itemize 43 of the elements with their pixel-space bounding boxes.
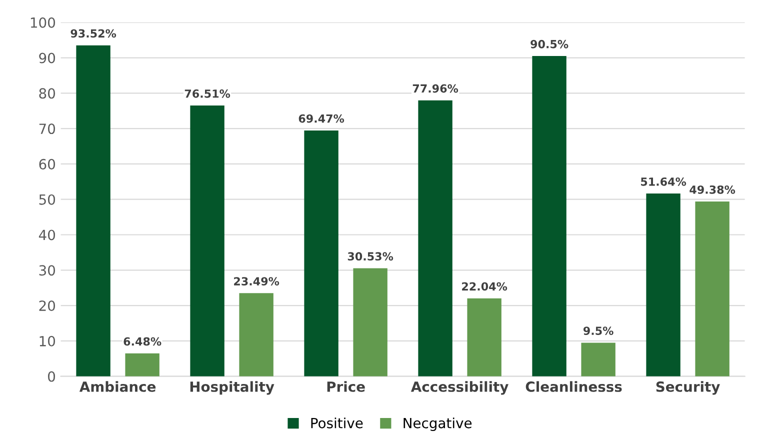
bar xyxy=(467,298,502,376)
y-tick-label: 50 xyxy=(39,194,56,205)
data-label: 49.38% xyxy=(690,185,736,194)
x-tick-label: Ambiance xyxy=(79,381,156,392)
x-tick-label: Price xyxy=(327,381,365,392)
data-label: 51.64% xyxy=(641,177,686,186)
y-tick-label: 30 xyxy=(39,265,56,276)
y-tick-label: 20 xyxy=(39,300,56,312)
bar xyxy=(190,106,224,376)
data-label: 22.04% xyxy=(462,282,508,291)
y-tick-label: 70 xyxy=(39,124,56,134)
y-tick-label: 100 xyxy=(30,17,56,28)
bar xyxy=(581,342,616,376)
data-label: 77.96% xyxy=(412,84,458,93)
data-label: 90.5% xyxy=(530,40,568,48)
bar xyxy=(76,45,110,376)
bar xyxy=(695,202,730,376)
data-label: 76.51% xyxy=(184,89,230,98)
data-label: 30.53% xyxy=(348,252,394,261)
y-tick-label: 40 xyxy=(38,230,56,240)
bar xyxy=(418,100,452,376)
data-label: 9.5% xyxy=(583,326,614,335)
y-tick-label: 80 xyxy=(39,88,56,99)
data-label: 93.52% xyxy=(70,29,116,38)
bar xyxy=(353,268,388,376)
bar xyxy=(304,130,338,376)
y-tick-label: 10 xyxy=(40,336,56,346)
x-tick-label: Security xyxy=(656,381,720,395)
y-tick-label: 0 xyxy=(48,371,56,382)
y-tick-label: 60 xyxy=(39,158,56,170)
data-label: 69.47% xyxy=(298,114,344,123)
x-tick-label: Cleanlinesss xyxy=(526,381,622,392)
bar xyxy=(532,56,566,376)
bar xyxy=(646,194,680,376)
legend-label: Necgative xyxy=(404,418,472,432)
x-tick-label: Accessibility xyxy=(410,381,508,395)
x-tick-label: Hospitality xyxy=(190,381,274,395)
bar xyxy=(125,353,160,376)
y-tick-label: 90 xyxy=(39,52,56,64)
data-label: 23.49% xyxy=(234,277,280,286)
legend-label: Positive xyxy=(311,418,363,428)
data-label: 6.48% xyxy=(124,337,162,346)
bar xyxy=(239,293,274,376)
